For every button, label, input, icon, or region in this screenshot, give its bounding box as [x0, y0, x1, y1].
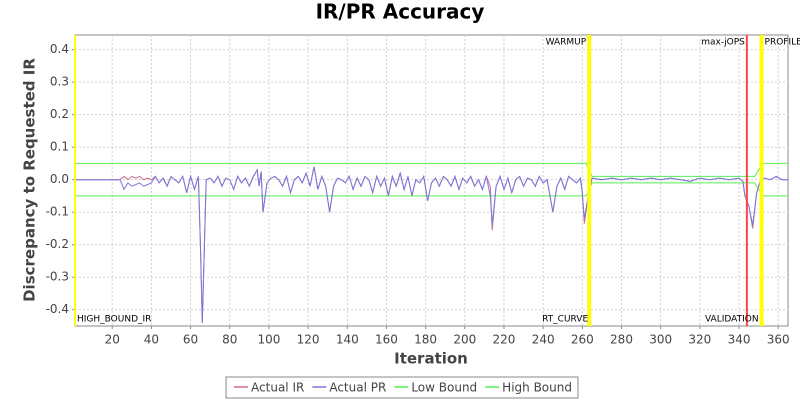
y-tick-label: 0.3 [50, 75, 69, 89]
plot-area [74, 34, 789, 327]
marker-label: max-jOPS [701, 38, 745, 48]
y-tick-label: -0.1 [46, 205, 69, 219]
x-tick-label: 360 [767, 333, 790, 347]
chart-title: IR/PR Accuracy [316, 0, 485, 24]
x-tick-label: 200 [453, 333, 476, 347]
x-tick-label: 240 [532, 333, 555, 347]
x-tick-label: 100 [257, 333, 280, 347]
legend-label: Low Bound [411, 381, 477, 395]
y-tick-label: 0.0 [50, 172, 69, 186]
y-tick-label: 0.2 [50, 107, 69, 121]
x-tick-label: 60 [183, 333, 198, 347]
y-tick-label: 0.4 [50, 42, 69, 56]
series-line [75, 162, 788, 177]
y-tick-label: -0.3 [46, 270, 69, 284]
y-axis-label: Discrepancy to Requested IR [21, 58, 39, 302]
x-tick-label: 180 [414, 333, 437, 347]
x-tick-label: 300 [649, 333, 672, 347]
y-tick-label: 0.1 [50, 140, 69, 154]
marker-label: WARMUP [546, 38, 587, 48]
x-axis-label: Iteration [394, 350, 468, 368]
x-tick-label: 80 [222, 333, 237, 347]
legend-label: Actual PR [329, 381, 386, 395]
marker-label: VALIDATION [705, 315, 759, 325]
y-tick-label: -0.2 [46, 237, 69, 251]
x-tick-label: 220 [493, 333, 516, 347]
x-tick-label: 120 [297, 333, 320, 347]
series-line [75, 182, 788, 197]
marker-label: PROFILE [765, 38, 800, 48]
x-tick-label: 260 [571, 333, 594, 347]
series-line [75, 166, 788, 323]
x-tick-label: 320 [688, 333, 711, 347]
legend: Actual IR Actual PR Low Bound High Bound [225, 376, 579, 399]
x-tick-label: 20 [105, 333, 120, 347]
marker-label: HIGH_BOUND_IR [77, 315, 151, 325]
y-tick-label: -0.4 [46, 302, 69, 316]
x-tick-label: 340 [728, 333, 751, 347]
x-tick-label: 140 [336, 333, 359, 347]
x-tick-label: 160 [375, 333, 398, 347]
marker-label: RT_CURVE [542, 315, 588, 325]
legend-label: Actual IR [251, 381, 304, 395]
x-tick-label: 280 [610, 333, 633, 347]
x-tick-label: 40 [144, 333, 159, 347]
legend-label: High Bound [502, 381, 572, 395]
